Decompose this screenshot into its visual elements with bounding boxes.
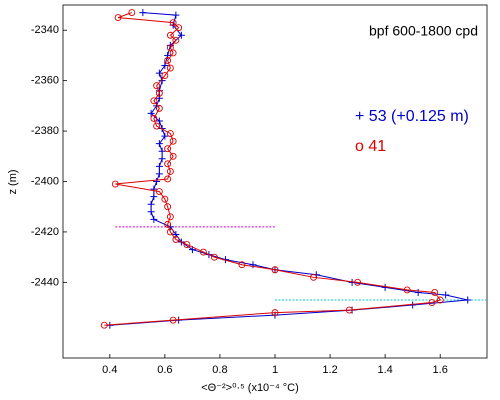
marker	[169, 137, 177, 145]
marker	[166, 228, 174, 236]
marker	[164, 57, 172, 64]
marker	[155, 140, 163, 148]
marker	[172, 36, 180, 44]
marker	[150, 115, 158, 122]
marker	[271, 309, 279, 317]
marker	[147, 109, 155, 117]
marker	[161, 195, 169, 203]
x-tick-label: 0.4	[102, 364, 117, 376]
marker	[166, 64, 174, 72]
marker	[169, 316, 177, 324]
y-tick-label: -2400	[31, 175, 59, 187]
marker	[169, 19, 177, 27]
marker	[249, 261, 257, 269]
marker	[177, 31, 185, 39]
marker	[166, 31, 174, 39]
marker	[161, 62, 169, 70]
marker	[199, 248, 207, 256]
marker	[155, 170, 163, 178]
marker	[183, 241, 191, 248]
marker	[155, 89, 163, 97]
marker	[158, 155, 166, 163]
y-tick-label: -2360	[31, 75, 59, 87]
marker	[172, 236, 180, 243]
marker	[150, 97, 158, 105]
marker	[354, 278, 362, 286]
marker	[161, 72, 169, 80]
marker	[172, 11, 180, 19]
marker	[464, 296, 472, 304]
marker	[155, 162, 163, 170]
x-tick-label: 0.6	[157, 364, 172, 376]
marker	[414, 288, 422, 296]
plot-frame	[62, 4, 488, 359]
marker	[166, 130, 174, 138]
marker	[403, 286, 411, 294]
marker	[442, 291, 450, 299]
marker	[409, 301, 417, 309]
y-tick-label: -2380	[31, 125, 59, 137]
marker	[169, 152, 177, 160]
marker	[166, 213, 174, 221]
y-tick-label: -2340	[31, 24, 59, 36]
marker	[164, 145, 172, 153]
marker	[150, 185, 158, 193]
marker	[153, 82, 161, 90]
marker	[164, 175, 172, 183]
x-tick-label: 1.4	[377, 364, 392, 376]
marker	[164, 160, 172, 168]
x-tick-label: 1.6	[433, 364, 448, 376]
marker	[169, 49, 177, 57]
marker	[147, 200, 155, 208]
y-axis-label: z (m)	[7, 169, 19, 194]
x-axis-label: <Θ⁻²>⁰·⁵ (x10⁻⁴ °C)	[201, 382, 299, 394]
marker	[155, 69, 163, 77]
marker	[166, 167, 174, 175]
marker	[161, 132, 169, 140]
marker	[345, 306, 353, 314]
marker	[153, 178, 161, 185]
marker	[210, 253, 218, 261]
marker	[238, 261, 246, 269]
series-line	[109, 12, 468, 326]
legend-entry: o 41	[355, 138, 386, 155]
marker	[128, 9, 136, 17]
marker	[436, 296, 444, 304]
marker	[164, 220, 172, 228]
marker	[431, 288, 439, 296]
marker	[111, 180, 119, 188]
marker	[271, 266, 279, 274]
marker	[139, 9, 147, 17]
y-tick-label: -2420	[31, 226, 59, 238]
x-tick-label: 1	[272, 364, 278, 376]
marker	[428, 299, 436, 306]
marker	[158, 147, 166, 155]
marker	[155, 117, 163, 125]
y-tick-label: -2440	[31, 276, 59, 288]
marker	[155, 104, 163, 112]
marker	[150, 215, 158, 223]
x-tick-label: 1.2	[322, 364, 337, 376]
legend-entry: + 53 (+0.125 m)	[355, 108, 469, 125]
marker	[155, 188, 163, 196]
marker	[310, 273, 317, 281]
annotation: bpf 600-1800 cpd	[369, 23, 478, 39]
marker	[147, 208, 155, 216]
marker	[150, 193, 158, 201]
marker	[164, 203, 172, 211]
marker	[114, 14, 122, 22]
x-tick-label: 0.8	[212, 364, 227, 376]
marker	[175, 24, 183, 32]
marker	[153, 122, 161, 130]
marker	[100, 321, 108, 329]
